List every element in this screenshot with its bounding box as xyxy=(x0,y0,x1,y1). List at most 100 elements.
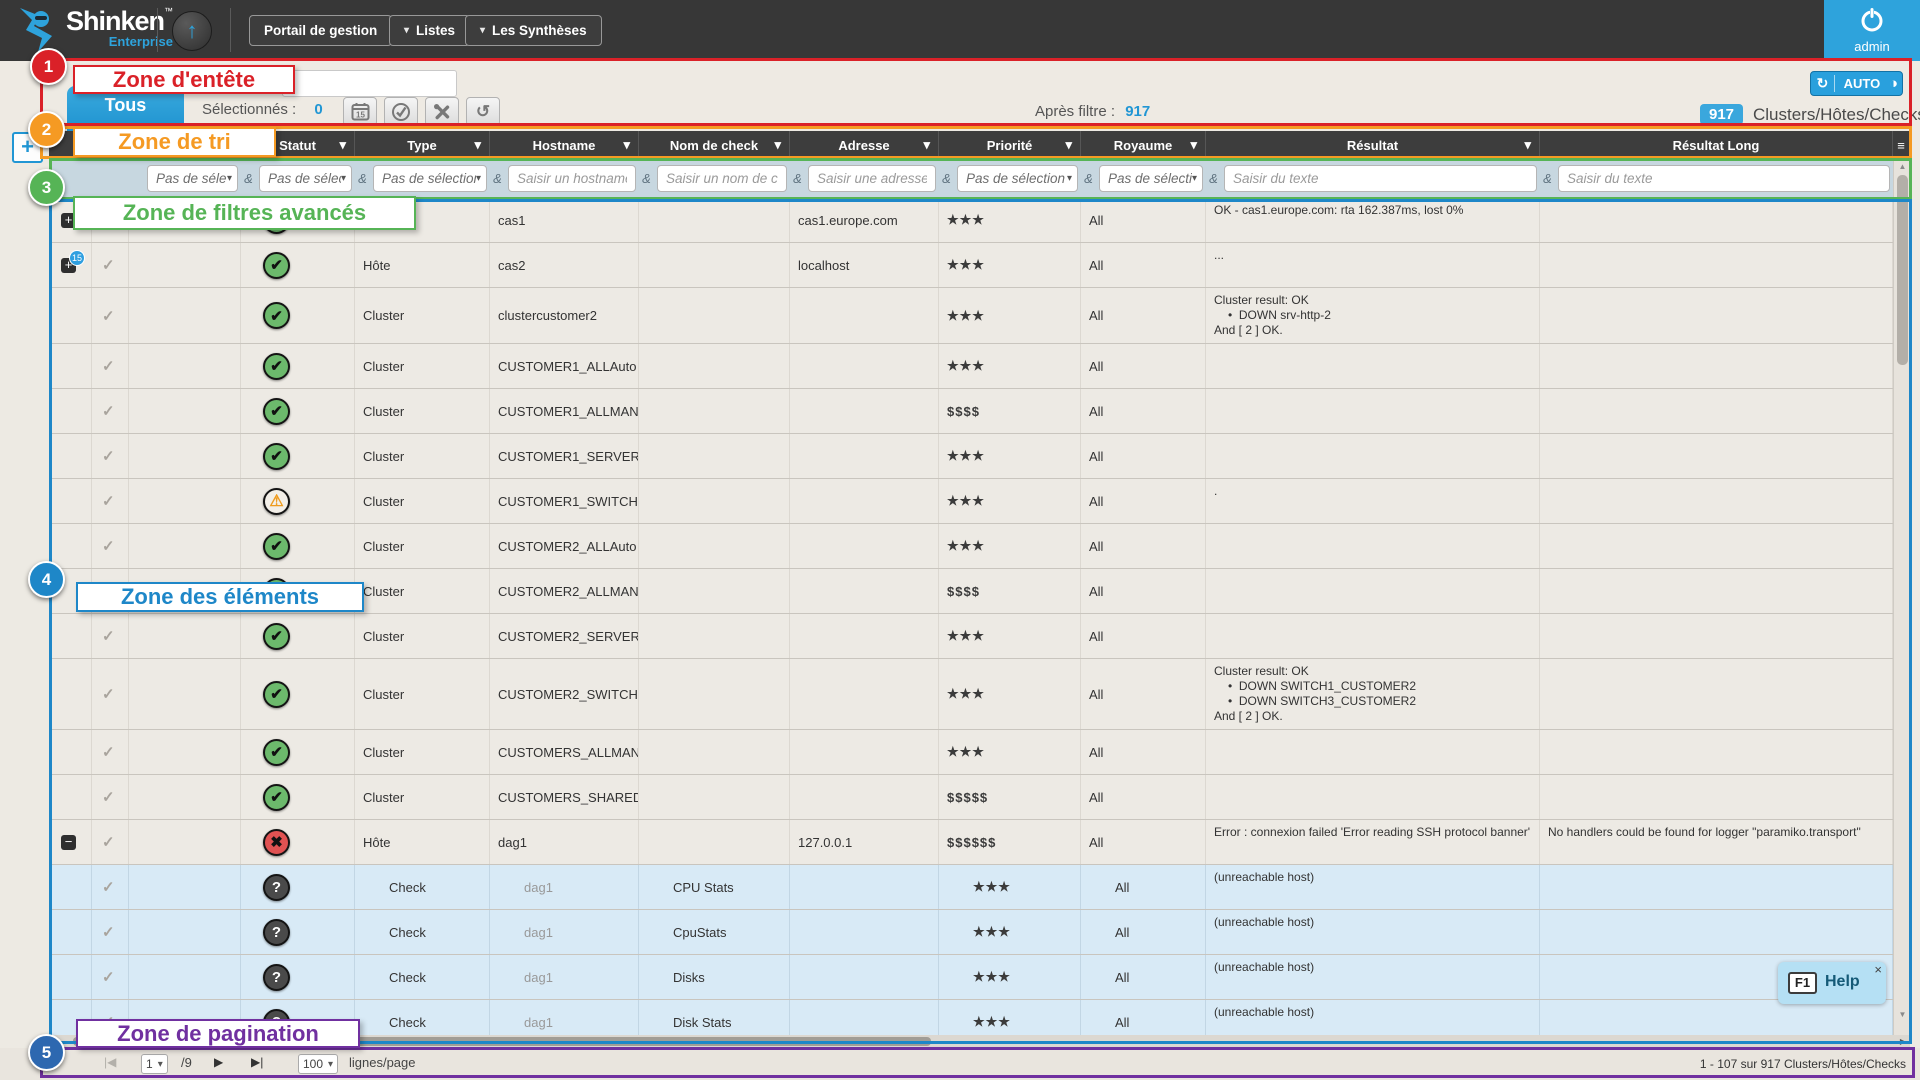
next-page-button[interactable]: ▶ xyxy=(214,1055,223,1069)
nav-listes[interactable]: ▾ Listes xyxy=(389,15,470,46)
expand-button[interactable]: +15 xyxy=(61,258,76,273)
page-select[interactable]: 1 ▾ xyxy=(141,1054,168,1074)
table-row[interactable]: ✓✔ClusterCUSTOMER2_SWITCH★★★AllCluster r… xyxy=(49,659,1893,730)
filter-input-hostname[interactable] xyxy=(508,165,636,192)
per-page-label: lignes/page xyxy=(349,1055,416,1070)
column-header-resultatlong[interactable]: Résultat Long xyxy=(1540,131,1893,159)
cell-statut: ✔ xyxy=(241,243,355,287)
moon-toggle-icon[interactable]: ◑ xyxy=(1889,75,1898,92)
filter-input-nomcheck[interactable] xyxy=(657,165,787,192)
filter-and-operator: & xyxy=(1206,171,1221,186)
nav-label: Portail de gestion xyxy=(264,23,377,38)
column-menu-button[interactable]: ≡ xyxy=(1893,131,1910,159)
cell-resultat: (unreachable host) xyxy=(1206,865,1540,909)
row-checkbox[interactable]: ✓ xyxy=(92,865,129,909)
column-header-adresse[interactable]: Adresse▾ xyxy=(790,131,939,159)
row-checkbox[interactable]: ✓ xyxy=(92,389,129,433)
table-row[interactable]: ✓✔ClusterCUSTOMER2_ALLAuto★★★All xyxy=(49,524,1893,569)
row-checkbox[interactable]: ✓ xyxy=(92,820,129,864)
row-checkbox[interactable]: ✓ xyxy=(92,479,129,523)
row-checkbox[interactable]: ✓ xyxy=(92,434,129,478)
row-checkbox[interactable]: ✓ xyxy=(92,614,129,658)
sort-chevron-icon[interactable]: ▾ xyxy=(474,137,481,153)
last-page-button[interactable]: ▶| xyxy=(251,1055,263,1069)
column-header-resultat[interactable]: Résultat▾ xyxy=(1206,131,1540,159)
collapse-button[interactable]: − xyxy=(61,835,76,850)
user-menu-button[interactable]: admin xyxy=(1824,0,1920,61)
sort-chevron-icon[interactable]: ▾ xyxy=(339,137,346,153)
refresh-icon[interactable]: ↻ xyxy=(1811,75,1835,92)
row-checkbox[interactable]: ✓ xyxy=(92,243,129,287)
cell-priorite: ★★★ xyxy=(939,955,1081,999)
column-header-priorite[interactable]: Priorité▾ xyxy=(939,131,1081,159)
scroll-right-icon[interactable]: ▶ xyxy=(1900,1037,1906,1046)
filter-input-resultat[interactable] xyxy=(1224,165,1537,192)
sort-chevron-icon[interactable]: ▾ xyxy=(1190,137,1197,153)
scroll-down-icon[interactable]: ▼ xyxy=(1894,1010,1911,1019)
column-header-hostname[interactable]: Hostname▾ xyxy=(490,131,639,159)
table-row[interactable]: ✓?Checkdag1CPU Stats★★★All(unreachable h… xyxy=(49,865,1893,910)
table-row[interactable]: ✓⚠ClusterCUSTOMER1_SWITCH★★★All. xyxy=(49,479,1893,524)
row-checkbox[interactable]: ✓ xyxy=(92,730,129,774)
scroll-up-icon[interactable]: ▲ xyxy=(1894,162,1911,171)
row-checkbox[interactable]: ✓ xyxy=(92,524,129,568)
column-header-royaume[interactable]: Royaume▾ xyxy=(1081,131,1206,159)
filter-select-royaume[interactable]: Pas de sélection▾ xyxy=(1099,165,1203,192)
table-row[interactable]: ✓?Checkdag1Disks★★★All(unreachable host) xyxy=(49,955,1893,1000)
vertical-scrollbar-thumb[interactable] xyxy=(1897,175,1908,365)
cell-statut: ✔ xyxy=(241,389,355,433)
filter-select-priorite[interactable]: Pas de sélection▾ xyxy=(957,165,1078,192)
resultat-line: DOWN srv-http-2 xyxy=(1214,308,1531,323)
row-checkbox[interactable]: ✓ xyxy=(92,910,129,954)
cell-resultat-long xyxy=(1540,910,1893,954)
sort-chevron-icon[interactable]: ▾ xyxy=(923,137,930,153)
tools-button[interactable] xyxy=(425,97,459,126)
up-arrow-icon: ↑ xyxy=(187,18,198,43)
calendar-button[interactable]: 15 xyxy=(343,97,377,126)
undo-button[interactable]: ↺ xyxy=(466,97,500,126)
column-header-type[interactable]: Type▾ xyxy=(355,131,490,159)
cell-nom-de-check xyxy=(639,479,790,523)
cell-resultat xyxy=(1206,775,1540,819)
nav-portail-de-gestion[interactable]: Portail de gestion xyxy=(249,15,392,46)
column-header-nomcheck[interactable]: Nom de check▾ xyxy=(639,131,790,159)
table-row[interactable]: ✓✔ClusterCUSTOMERS_ALLMANU★★★All xyxy=(49,730,1893,775)
table-row[interactable]: +15✓✔Hôtecas2localhost★★★All... xyxy=(49,243,1893,288)
cell-type: Check xyxy=(355,865,490,909)
table-row[interactable]: ✓✔ClusterCUSTOMERS_SHARED$$$$$All xyxy=(49,775,1893,820)
table-row[interactable]: ✓✔ClusterCUSTOMER1_ALLMANU$$$$All xyxy=(49,389,1893,434)
table-row[interactable]: ✓?Checkdag1CpuStats★★★All(unreachable ho… xyxy=(49,910,1893,955)
filter-input-resultatlong[interactable] xyxy=(1558,165,1890,192)
vertical-scrollbar[interactable]: ▲ ▼ xyxy=(1893,159,1910,1035)
acknowledge-button[interactable] xyxy=(384,97,418,126)
per-page-select[interactable]: 100 ▾ xyxy=(298,1054,338,1074)
auto-refresh-toggle[interactable]: ↻ AUTO ◑ xyxy=(1810,71,1903,96)
table-row[interactable]: ✓✔Clusterclustercustomer2★★★AllCluster r… xyxy=(49,288,1893,344)
nav-les-syntheses[interactable]: ▾ Les Synthèses xyxy=(465,15,602,46)
status-ok-icon: ✔ xyxy=(263,784,290,811)
filter-select-blank[interactable]: Pas de sélection▾ xyxy=(147,165,238,192)
sort-chevron-icon[interactable]: ▾ xyxy=(1524,137,1531,153)
cell-type: Cluster xyxy=(355,344,490,388)
row-checkbox[interactable]: ✓ xyxy=(92,659,129,729)
filter-select-type[interactable]: Pas de sélection▾ xyxy=(373,165,487,192)
filter-select-statut[interactable]: Pas de sélection▾ xyxy=(259,165,352,192)
cell-expand xyxy=(49,344,92,388)
row-checkbox[interactable]: ✓ xyxy=(92,955,129,999)
filter-input-adresse[interactable] xyxy=(808,165,936,192)
sort-chevron-icon[interactable]: ▾ xyxy=(774,137,781,153)
close-icon[interactable]: × xyxy=(1874,962,1882,977)
sort-chevron-icon[interactable]: ▾ xyxy=(623,137,630,153)
row-checkbox[interactable]: ✓ xyxy=(92,288,129,343)
row-checkbox[interactable]: ✓ xyxy=(92,775,129,819)
table-row[interactable]: −✓✖Hôtedag1127.0.0.1$$$$$$AllError : con… xyxy=(49,820,1893,865)
table-row[interactable]: ✓✔ClusterCUSTOMER1_ALLAuto★★★All xyxy=(49,344,1893,389)
table-row[interactable]: ✓✔ClusterCUSTOMER2_SERVERS★★★All xyxy=(49,614,1893,659)
table-row[interactable]: ✓✔ClusterCUSTOMER1_SERVERS★★★All xyxy=(49,434,1893,479)
first-page-button[interactable]: |◀ xyxy=(104,1055,116,1069)
help-widget[interactable]: F1 Help × xyxy=(1778,962,1886,1004)
header-text-input[interactable] xyxy=(282,70,457,97)
sort-chevron-icon[interactable]: ▾ xyxy=(1065,137,1072,153)
row-checkbox[interactable]: ✓ xyxy=(92,344,129,388)
scroll-top-button[interactable]: ↑ xyxy=(172,11,212,51)
